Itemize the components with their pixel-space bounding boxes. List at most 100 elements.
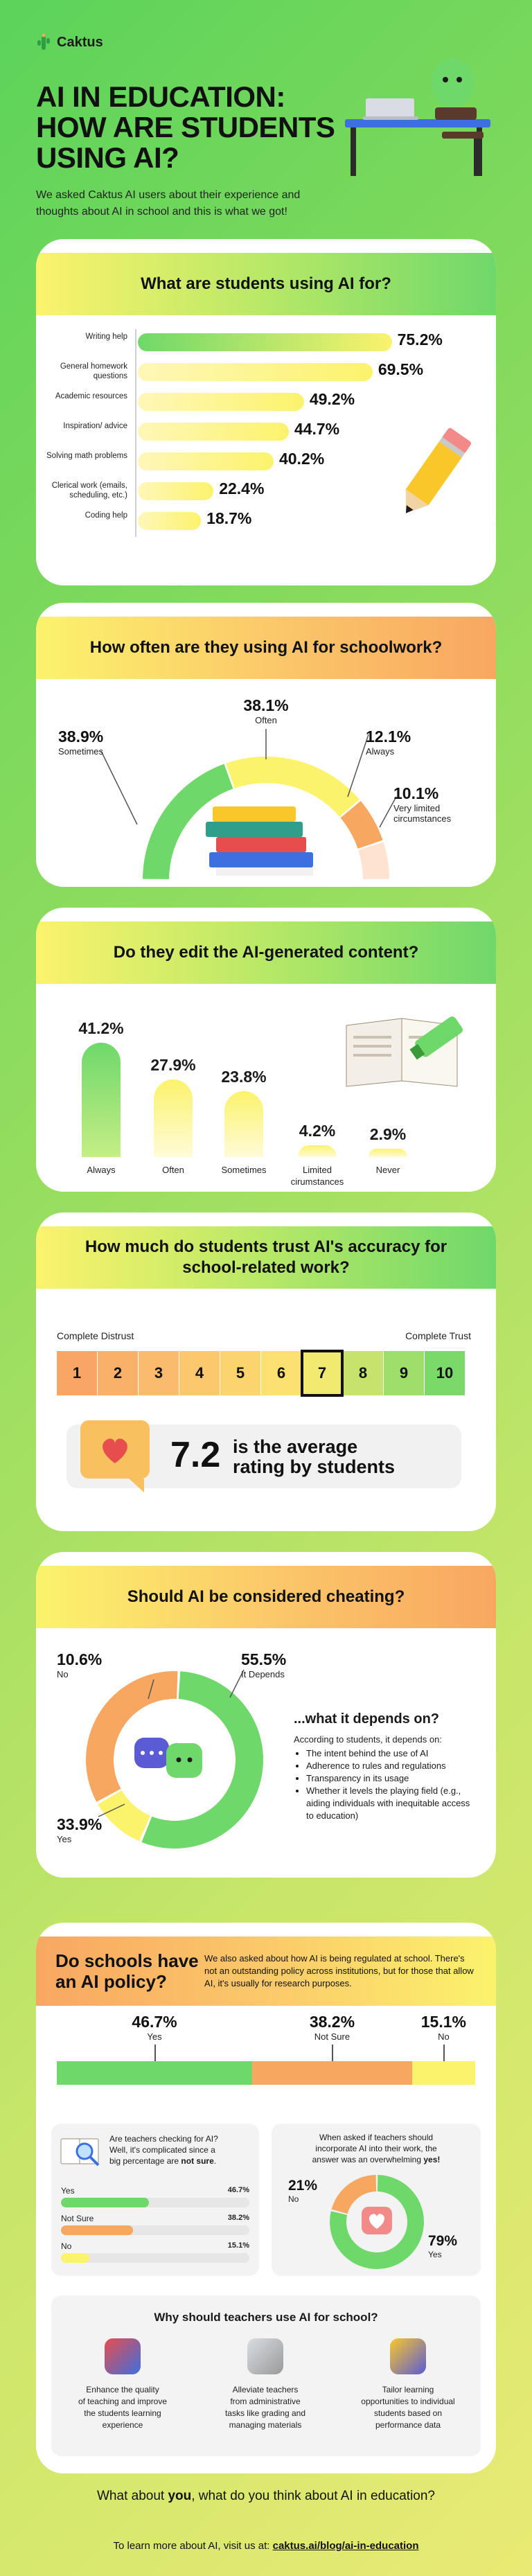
magnifier-book-icon [60, 2138, 100, 2167]
always-value: 12.1% [366, 727, 411, 746]
incorporate-line: incorporate AI into their work, the [315, 2144, 437, 2153]
list-item: Transparency in its usage [306, 1772, 474, 1785]
average-box: 7.2 is the average rating by students [66, 1420, 461, 1492]
title-line: AI IN EDUCATION: [36, 80, 285, 113]
title-line: USING AI? [36, 141, 179, 174]
edit-bar [298, 1145, 337, 1157]
dot-icon [159, 1751, 163, 1755]
policy-label: No [438, 2031, 450, 2042]
leader-line [100, 750, 138, 825]
edit-bar [82, 1043, 121, 1157]
dot-icon [150, 1751, 154, 1755]
depends-label: It Depends [241, 1669, 285, 1679]
cactus-icon [37, 33, 50, 50]
bar-category-label: Academic resources [55, 392, 127, 400]
usage-bar [138, 363, 373, 381]
limited-label: Very limited [393, 803, 441, 813]
bar-category-label: General homework questions [60, 362, 127, 380]
card-editing: Do they edit the AI-generated content? 4… [36, 908, 496, 1192]
bar-category-label: Sometimes [221, 1165, 267, 1175]
brain-book-icon [105, 2338, 141, 2374]
usage-bar [138, 482, 214, 500]
depends-title: ...what it depends on? [294, 1711, 439, 1727]
reason-item: Alleviate teachers from administrative tas… [203, 2338, 328, 2431]
robot-bubble-icon [166, 1743, 202, 1778]
donut-segment-no [98, 1790, 150, 1842]
edit-bar [224, 1091, 263, 1157]
policy-segment [57, 2061, 253, 2085]
header: Caktus AI IN EDUCATION: HOW ARE STUDENTS… [0, 0, 532, 229]
policy-value: 38.2% [309, 2013, 355, 2031]
bar-value-label: 27.9% [150, 1056, 196, 1075]
scale-cell-3: 3 [139, 1351, 179, 1395]
scale-cell-8: 8 [343, 1351, 383, 1395]
bar-value-label: 40.2% [278, 450, 325, 468]
bar-category-label: Inspiration/ advice [63, 422, 127, 430]
why-panel: Why should teachers use AI for school? E… [51, 2295, 481, 2456]
average-caption: is the average rating by students [233, 1437, 395, 1477]
bar-value-label: 23.8% [221, 1067, 267, 1086]
sometimes-label: Sometimes [58, 746, 104, 757]
no-value: 10.6% [57, 1650, 103, 1668]
leader-line [154, 2045, 156, 2061]
policy-label-group: 38.2% Not Sure [252, 2013, 412, 2042]
footer-link[interactable]: caktus.ai/blog/ai-in-education [272, 2540, 419, 2552]
pencil-illustration [405, 427, 471, 513]
inc-yes-label: Yes [428, 2250, 442, 2259]
document-icon [247, 2338, 283, 2374]
incorporate-text: When asked if teachers should incorporat… [283, 2132, 470, 2165]
yes-label: Yes [57, 1834, 72, 1844]
reason-line: Tailor learning [382, 2385, 434, 2394]
check-category-label: Yes [61, 2186, 75, 2196]
yes-label-group: 33.9% Yes [57, 1815, 102, 1844]
bar-value-label: 49.2% [309, 390, 355, 408]
inc-no-label: No [288, 2194, 299, 2204]
logo[interactable]: Caktus [36, 33, 496, 51]
bar-category-label: Writing help [85, 333, 127, 341]
footer-link-line: To learn more about AI, visit us at: cak… [113, 2540, 419, 2552]
policy-label-group: 15.1% No [412, 2013, 475, 2042]
yes-value: 33.9% [57, 1815, 103, 1833]
checking-line: Well, it's complicated since a [109, 2145, 215, 2155]
check-bar-track [61, 2198, 249, 2207]
usage-chart: Writing help 75.2% General homework questi… [36, 329, 496, 565]
sometimes-label-group: 38.9% Sometimes [58, 727, 103, 757]
bar-category-label: Limited cirumstances [290, 1165, 344, 1187]
scale-cell-6: 6 [261, 1351, 301, 1395]
leader-line [98, 1803, 125, 1817]
bar-category-label: Always [87, 1165, 116, 1175]
list-item: Adherence to rules and regulations [306, 1760, 474, 1772]
incorporate-panel: When asked if teachers should incorporat… [272, 2124, 481, 2276]
list-item: The intent behind the use of AI [306, 1747, 474, 1760]
reason-line: opportunities to individual [361, 2397, 455, 2406]
bar-value-label: 75.2% [397, 330, 443, 349]
depends-value: 55.5% [241, 1650, 287, 1668]
check-bar-fill [61, 2253, 90, 2263]
bar-value-label: 44.7% [294, 420, 340, 438]
bar-category-label: Clerical work (emails, scheduling, etc.) [51, 482, 127, 500]
policy-chart: 46.7% Yes 38.2% Not Sure 15.1% No [36, 2013, 496, 2103]
check-bar-fill [61, 2198, 150, 2207]
often-label: Often [255, 715, 277, 725]
section-title: Do schools have an AI policy? [55, 1950, 204, 1992]
bar-value-label: 2.9% [369, 1125, 407, 1144]
card-frequency: How often are they using AI for schoolwo… [36, 603, 496, 887]
section-title: What are students using AI for? [36, 253, 496, 315]
scale-cell-7: 7 [301, 1350, 344, 1397]
policy-label: Not Sure [314, 2031, 351, 2042]
incorporate-line: When asked if teachers should [319, 2133, 434, 2142]
limited-label: circumstances [393, 813, 452, 824]
bar-value-label: 22.4% [219, 479, 265, 497]
footer-question: What about you, what do you think about … [97, 2489, 435, 2503]
page-title: AI IN EDUCATION: HOW ARE STUDENTS USING … [36, 82, 355, 173]
limited-value: 10.1% [393, 784, 439, 802]
title-line: an AI policy? [55, 1971, 167, 1992]
reason-line: performance data [375, 2420, 441, 2430]
gauge-segment-sometimes [143, 764, 233, 879]
eye-icon [187, 1757, 193, 1763]
donut-segment-depends [141, 1671, 264, 1849]
depends-label-group: 55.5% It Depends [241, 1650, 286, 1679]
axis-line [135, 329, 136, 537]
bar-category-label: Often [162, 1165, 184, 1175]
average-value: 7.2 [170, 1435, 221, 1475]
